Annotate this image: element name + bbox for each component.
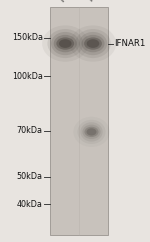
Ellipse shape (79, 32, 107, 55)
Ellipse shape (87, 39, 99, 48)
Ellipse shape (56, 37, 74, 50)
Ellipse shape (80, 122, 103, 142)
Ellipse shape (87, 128, 96, 136)
Ellipse shape (84, 37, 102, 50)
Text: Rat lung: Rat lung (59, 0, 88, 4)
Ellipse shape (42, 25, 88, 62)
Text: Rat liver: Rat liver (87, 0, 116, 4)
Text: 70kDa: 70kDa (17, 126, 43, 135)
Ellipse shape (47, 29, 83, 58)
Text: 50kDa: 50kDa (17, 172, 43, 181)
Ellipse shape (77, 120, 106, 144)
Text: 150kDa: 150kDa (12, 33, 43, 42)
Text: IFNAR1: IFNAR1 (114, 39, 145, 48)
Bar (50, 7, 108, 235)
Ellipse shape (54, 35, 77, 52)
Ellipse shape (70, 25, 116, 62)
Ellipse shape (75, 29, 111, 58)
Text: 100kDa: 100kDa (12, 72, 43, 81)
Ellipse shape (51, 32, 80, 55)
Ellipse shape (81, 35, 105, 52)
Text: 40kDa: 40kDa (17, 200, 43, 209)
Ellipse shape (82, 125, 101, 139)
Ellipse shape (84, 127, 99, 137)
Ellipse shape (59, 39, 72, 48)
